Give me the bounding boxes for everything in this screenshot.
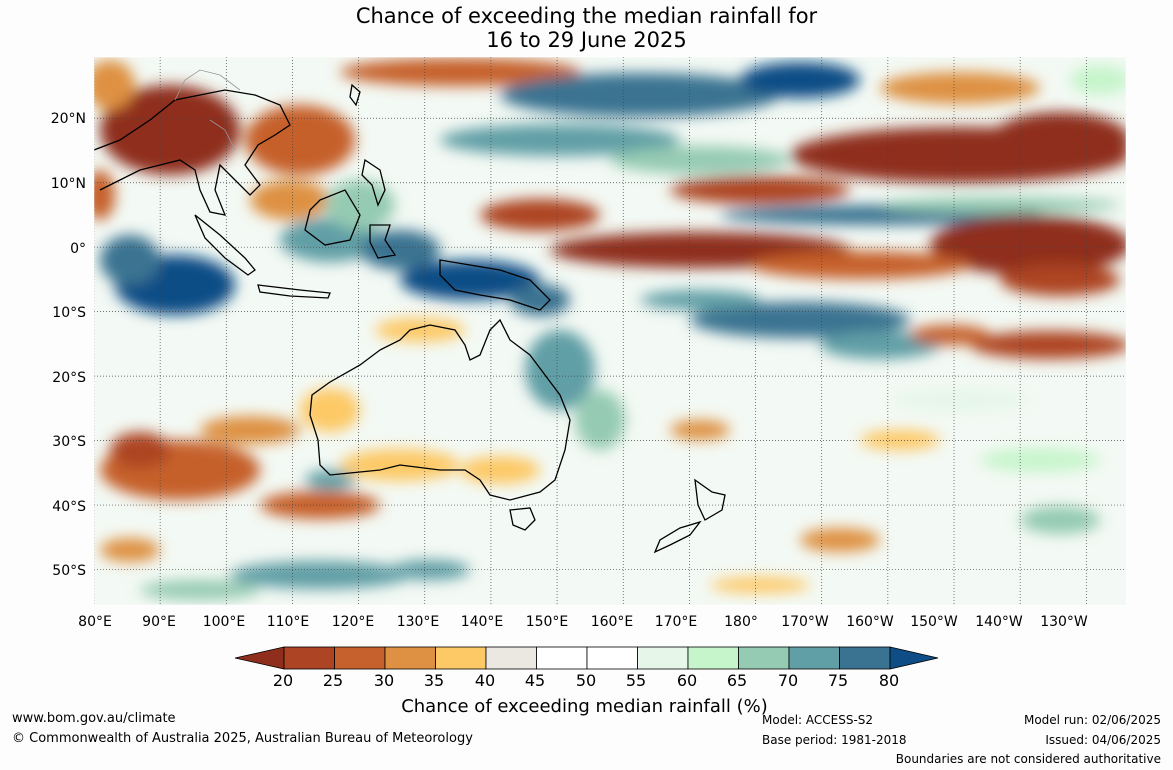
new-guinea-coast (439, 259, 551, 311)
colorbar-tick: 40 (474, 671, 496, 690)
lat-label-40s: 40°S (52, 499, 86, 515)
lon-label-110e: 110°E (266, 614, 310, 630)
java-coast (257, 284, 331, 299)
colorbar-segment (889, 646, 939, 670)
lon-label-100e: 100°E (202, 614, 246, 630)
probability-field (94, 58, 1126, 600)
lat-label-50s: 50°S (52, 563, 86, 579)
lat-label-10n: 10°N (50, 176, 86, 192)
colorbar-segment (384, 646, 436, 670)
colorbar-segment (485, 646, 537, 670)
lon-label-90e: 90°E (142, 614, 176, 630)
graticule (94, 57, 1126, 605)
lon-label-130w: 130°W (1040, 614, 1088, 630)
coastlines (94, 83, 726, 554)
colorbar-tick: 45 (524, 671, 546, 690)
taiwan-coast (349, 83, 361, 107)
borneo-coast (304, 189, 361, 246)
new-zealand-south (653, 520, 702, 554)
lat-label-20n: 20°N (50, 111, 86, 127)
country-borders (174, 69, 241, 151)
lon-label-140w: 140°W (975, 614, 1023, 630)
lat-label-10s: 10°S (52, 305, 86, 321)
colorbar-tick: 80 (878, 671, 900, 690)
rainfall-map (93, 56, 1127, 670)
copyright-text: © Commonwealth of Australia 2025, Austra… (12, 731, 473, 746)
colorbar-segment (687, 646, 739, 670)
colorbar-tick: 60 (676, 671, 698, 690)
lon-label-150e: 150°E (525, 614, 569, 630)
colorbar-segment (637, 646, 689, 670)
colorbar-tick: 65 (726, 671, 748, 690)
lat-label-0: 0° (70, 241, 86, 257)
australia-coast (309, 318, 571, 501)
sulawesi-coast (369, 224, 397, 259)
colorbar-tick: 20 (272, 671, 294, 690)
issued-date: Issued: 04/06/2025 (1045, 733, 1161, 747)
lon-label-120e: 120°E (331, 614, 375, 630)
sumatra-coast (194, 214, 256, 276)
colorbar-segment (283, 646, 335, 670)
colorbar-tick: 75 (827, 671, 849, 690)
colorbar-tick: 30 (373, 671, 395, 690)
colorbar-segment (788, 646, 840, 670)
new-zealand-north (694, 478, 726, 521)
map-title-line2: 16 to 29 June 2025 (486, 28, 687, 52)
lon-label-160w: 160°W (846, 614, 894, 630)
lat-label-30s: 30°S (52, 434, 86, 450)
model-name: Model: ACCESS-S2 (762, 713, 874, 727)
lon-label-80e: 80°E (78, 614, 112, 630)
base-period: Base period: 1981-2018 (762, 733, 907, 747)
colorbar-segment (536, 646, 588, 670)
colorbar-segment (435, 646, 487, 670)
philippines-coast (361, 158, 386, 207)
boundaries-disclaimer: Boundaries are not considered authoritat… (895, 752, 1161, 766)
colorbar-segment (586, 646, 638, 670)
colorbar (234, 646, 939, 670)
lon-label-170w: 170°W (781, 614, 829, 630)
lon-label-170e: 170°E (654, 614, 698, 630)
colorbar-segment (234, 646, 285, 670)
model-run-date: Model run: 02/06/2025 (1023, 713, 1161, 727)
colorbar-tick: 70 (777, 671, 799, 690)
colorbar-segment (334, 646, 386, 670)
colorbar-title: Chance of exceeding median rainfall (%) (401, 696, 768, 717)
colorbar-segment (738, 646, 790, 670)
map-title-line1: Chance of exceeding the median rainfall … (355, 4, 818, 28)
lon-label-150w: 150°W (910, 614, 958, 630)
lon-label-160e: 160°E (590, 614, 634, 630)
asia-coast (94, 89, 291, 216)
tasmania-coast (509, 507, 536, 531)
colorbar-tick: 50 (575, 671, 597, 690)
bom-url[interactable]: www.bom.gov.au/climate (12, 711, 176, 726)
map-field (94, 57, 1126, 605)
colorbar-tick: 55 (625, 671, 647, 690)
lon-label-140e: 140°E (460, 614, 504, 630)
lat-label-20s: 20°S (52, 370, 86, 386)
colorbar-segment (839, 646, 891, 670)
colorbar-tick: 25 (322, 671, 344, 690)
colorbar-tick: 35 (423, 671, 445, 690)
lon-label-130e: 130°E (396, 614, 440, 630)
lon-label-180: 180° (724, 614, 758, 630)
